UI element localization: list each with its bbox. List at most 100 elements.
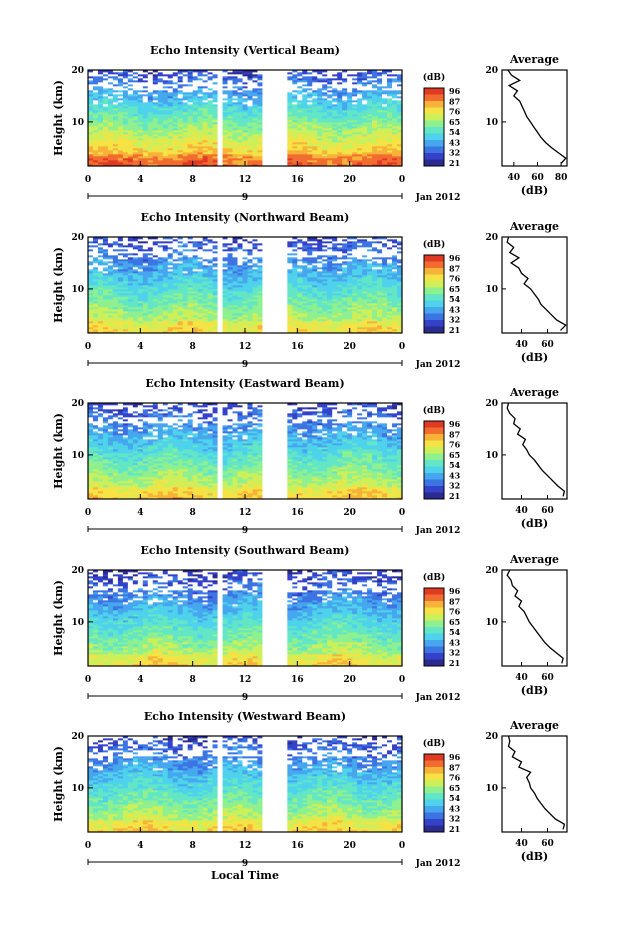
heatmap-cell	[367, 118, 373, 121]
heatmap-cell	[117, 102, 124, 105]
heatmap-cell	[92, 76, 99, 79]
heatmap-cell	[102, 309, 109, 312]
heatmap-cell	[167, 315, 174, 318]
heatmap-cell	[147, 84, 154, 87]
heatmap-cell	[152, 156, 159, 159]
heatmap-cell	[192, 311, 198, 314]
heatmap-cell	[197, 319, 203, 322]
heatmap-cell	[192, 92, 198, 95]
heatmap-cell	[167, 283, 174, 286]
heatmap-cell	[387, 94, 393, 97]
heatmap-cell	[212, 257, 218, 260]
heatmap-cell	[117, 88, 124, 91]
heatmap-cell	[147, 72, 154, 75]
heatmap-cell	[337, 98, 343, 101]
heatmap-cell	[237, 315, 243, 318]
heatmap-cell	[137, 291, 144, 294]
heatmap-cell	[167, 293, 174, 296]
heatmap-cell	[152, 285, 159, 288]
heatmap-cell	[337, 162, 343, 165]
heatmap-cell	[262, 116, 268, 119]
heatmap-cell	[117, 263, 124, 266]
heatmap-cell	[227, 90, 233, 93]
heatmap-cell	[177, 88, 184, 91]
heatmap-cell	[392, 154, 398, 157]
heatmap-cell	[272, 126, 278, 129]
heatmap-cell	[157, 146, 164, 149]
heatmap-cell	[317, 132, 323, 135]
heatmap-cell	[312, 98, 318, 101]
heatmap-cell	[272, 136, 278, 139]
heatmap-cell	[147, 140, 154, 143]
heatmap-cell	[182, 128, 189, 131]
heatmap-cell	[217, 120, 223, 123]
heatmap-cell	[312, 122, 318, 125]
heatmap-cell	[327, 106, 333, 109]
heatmap-cell	[332, 162, 338, 165]
heatmap-cell	[357, 98, 363, 101]
heatmap-cell	[147, 92, 154, 95]
heatmap-cell	[207, 146, 213, 149]
heatmap-cell	[132, 257, 139, 260]
heatmap-cell	[197, 261, 203, 264]
heatmap-cell	[377, 154, 383, 157]
heatmap-cell	[167, 76, 174, 79]
heatmap-cell	[167, 96, 174, 99]
heatmap-cell	[317, 126, 323, 129]
heatmap-cell	[297, 100, 303, 103]
heatmap-cell	[232, 72, 238, 75]
heatmap-cell	[147, 275, 154, 278]
heatmap-cell	[147, 269, 154, 272]
heatmap-cell	[187, 74, 194, 77]
heatmap-cell	[92, 263, 99, 266]
heatmap-cell	[92, 273, 99, 276]
heatmap-cell	[222, 72, 228, 75]
heatmap-cell	[162, 301, 169, 304]
heatmap-cell	[262, 289, 268, 292]
heatmap-cell	[277, 110, 283, 113]
heatmap-cell	[192, 299, 198, 302]
heatmap-cell	[157, 136, 164, 139]
heatmap-cell	[372, 86, 378, 89]
heatmap-cell	[222, 144, 228, 147]
heatmap-cell	[387, 134, 393, 137]
heatmap-cell	[192, 283, 198, 286]
heatmap-cell	[232, 263, 238, 266]
heatmap-cell	[172, 150, 179, 153]
heatmap-cell	[387, 102, 393, 105]
heatmap-cell	[207, 273, 213, 276]
heatmap-cell	[232, 287, 238, 290]
heatmap-cell	[137, 243, 144, 246]
heatmap-cell	[352, 132, 358, 135]
heatmap-cell	[327, 164, 333, 167]
heatmap-cell	[88, 74, 94, 77]
heatmap-cell	[147, 114, 154, 117]
heatmap-cell	[227, 315, 233, 318]
heatmap-cell	[257, 261, 263, 264]
heatmap-cell	[142, 148, 149, 151]
heatmap-cell	[232, 164, 238, 167]
heatmap-cell	[107, 120, 114, 123]
heatmap-cell	[167, 267, 174, 270]
heatmap-cell	[342, 118, 348, 121]
heatmap-cell	[122, 114, 129, 117]
heatmap-cell	[88, 275, 94, 278]
heatmap-cell	[137, 325, 144, 328]
heatmap-cell	[152, 297, 159, 300]
heatmap-cell	[227, 255, 233, 258]
heatmap-cell	[132, 253, 139, 256]
heatmap-cell	[152, 249, 159, 252]
heatmap-cell	[327, 70, 333, 73]
heatmap-cell	[162, 92, 169, 95]
heatmap-cell	[312, 150, 318, 153]
heatmap-cell	[162, 273, 169, 276]
heatmap-cell	[197, 259, 203, 262]
heatmap-cell	[112, 108, 119, 111]
heatmap-cell	[352, 72, 358, 75]
heatmap-cell	[122, 239, 129, 242]
heatmap-cell	[267, 114, 273, 117]
heatmap-cell	[122, 317, 129, 320]
heatmap-cell	[382, 116, 388, 119]
heatmap-cell	[167, 287, 174, 290]
heatmap-cell	[387, 86, 393, 89]
